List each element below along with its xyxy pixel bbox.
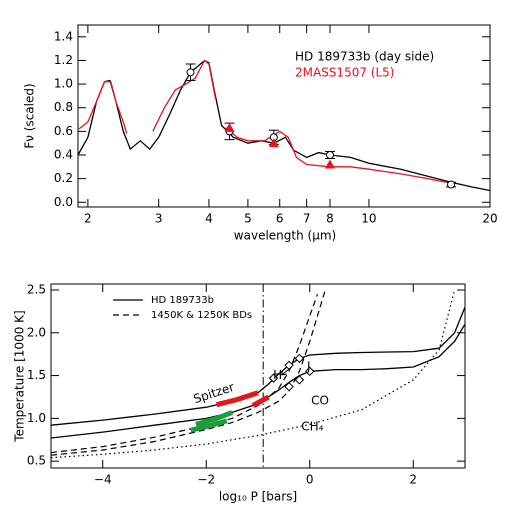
plot: −4 −2 0 2 0.5 1.0 1.5 2.0 2.5 log₁₀ P [bars] Tempe… [13, 282, 466, 504]
y-tick-label: 1.4 [54, 29, 73, 43]
x-tick-label: 2 [409, 473, 417, 487]
x-tick-label: 6 [276, 212, 284, 226]
series-line [51, 289, 456, 459]
y-tick-label: 0.4 [54, 148, 73, 162]
x-tick-label: −2 [197, 473, 215, 487]
x-axis-label: wavelength (μm) [234, 229, 336, 243]
data-point [284, 381, 294, 392]
data-point [268, 373, 279, 383]
data-point [447, 180, 456, 189]
data-point [305, 366, 315, 377]
series-line [51, 289, 326, 456]
x-tick-label: 7 [303, 212, 311, 226]
y-tick-label: 1.2 [54, 53, 73, 67]
y-axis-label: Temperature [1000 K] [13, 310, 27, 442]
x-axis-label: log₁₀ P [bars] [219, 490, 297, 504]
x-tick-label: 10 [361, 212, 376, 226]
series-line [195, 410, 234, 427]
y-tick-label: 0.8 [54, 100, 73, 114]
y-tick-label: 0.0 [54, 195, 73, 209]
data-point [324, 159, 335, 169]
x-tick-label: 2 [84, 212, 92, 226]
series-line [51, 306, 465, 426]
series-line [78, 59, 446, 183]
y-tick-label: 1.0 [27, 411, 46, 425]
y-tick-label: 1.0 [54, 77, 73, 91]
annotation: J [306, 360, 311, 374]
annotation: CO [311, 394, 329, 408]
y-tick-label: 2.5 [27, 282, 46, 296]
y-tick-label: 0.5 [27, 454, 46, 468]
x-tick-label: 8 [326, 212, 334, 226]
plot-frame [77, 24, 491, 208]
x-tick-label: 4 [205, 212, 213, 226]
annotation-arrow [281, 366, 292, 376]
x-tick-label: −4 [94, 473, 112, 487]
data-point [186, 68, 195, 77]
y-axis-label: Fν (scaled) [23, 83, 37, 148]
data-point [294, 353, 305, 364]
data-point [224, 122, 235, 132]
annotation: CH₄ [301, 419, 323, 433]
x-tick-label: 3 [155, 212, 163, 226]
y-tick-label: 0.2 [54, 171, 73, 185]
y-tick-label: 1.5 [27, 368, 46, 382]
plot-frame [50, 283, 466, 469]
legend-label: 2MASS1507 (L5) [295, 66, 394, 80]
data-point [294, 375, 305, 385]
series-line [51, 323, 465, 439]
legend-label: 1450K & 1250K BDs [151, 310, 252, 321]
plot: 2 3 4 5 6 7 8 10 20 0.0 0.2 0.4 0.6 0.8 1.0 1.2 1.4 wavel… [23, 24, 498, 243]
data-point [268, 138, 279, 148]
series-line [215, 390, 259, 408]
annotation: H [273, 368, 282, 382]
legend-label: HD 189733b (day side) [295, 50, 434, 64]
x-tick-label: 20 [482, 212, 497, 226]
series-line [251, 394, 270, 408]
legend-label: HD 189733b [151, 295, 214, 306]
y-tick-label: 2.0 [27, 325, 46, 339]
series-line [78, 59, 490, 192]
data-point [325, 151, 334, 159]
x-tick-label: 0 [306, 473, 314, 487]
x-tick-label: 5 [244, 212, 252, 226]
y-tick-label: 0.6 [54, 124, 73, 138]
series-line [190, 418, 228, 433]
